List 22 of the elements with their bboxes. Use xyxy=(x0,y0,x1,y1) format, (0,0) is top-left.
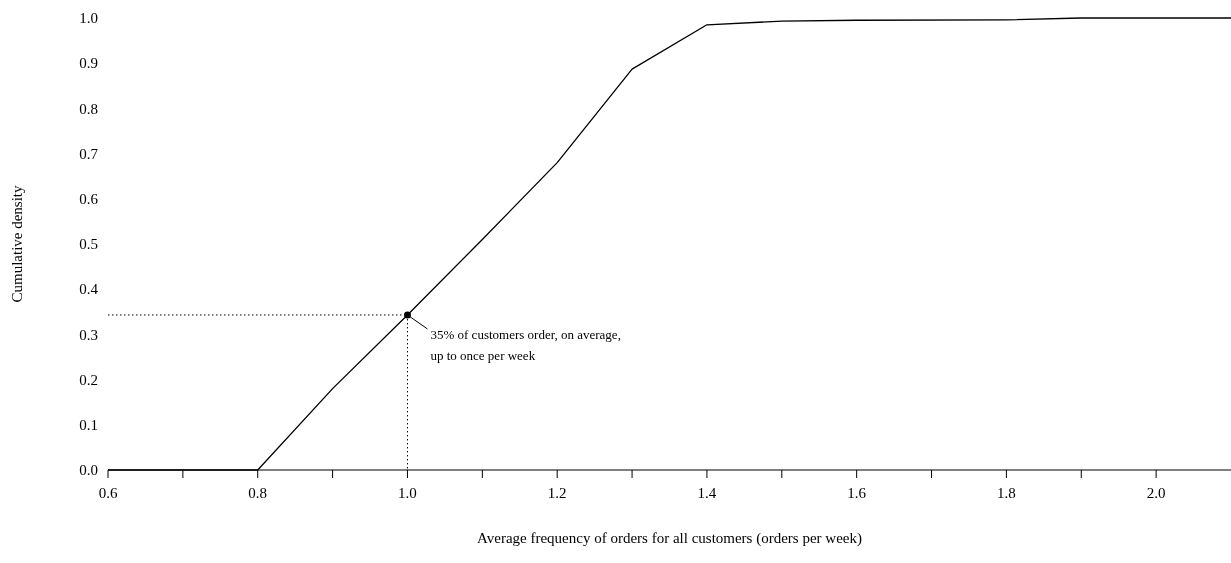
y-tick-label: 0.1 xyxy=(79,417,98,434)
y-tick-label: 1.0 xyxy=(79,10,98,27)
x-tick-label: 1.4 xyxy=(697,485,717,501)
y-tick-label: 0.6 xyxy=(79,191,99,208)
x-tick-label: 1.8 xyxy=(997,485,1016,501)
y-tick-label: 0.9 xyxy=(79,55,98,72)
x-tick-label: 1.2 xyxy=(547,485,567,501)
y-tick-label: 0.3 xyxy=(79,326,98,343)
y-tick-label: 0.8 xyxy=(79,100,98,117)
y-tick-label: 0.5 xyxy=(79,236,98,253)
y-tick-label: 0.7 xyxy=(79,145,99,162)
x-tick-label: 1.0 xyxy=(398,485,417,501)
x-tick-label: 1.6 xyxy=(847,485,867,501)
y-tick-label: 0.2 xyxy=(79,371,98,388)
x-axis-title: Average frequency of orders for all customers (orders per week) xyxy=(477,530,862,547)
annotation: 35% of customers order, on average, up to once per week xyxy=(430,326,621,363)
y-axis-title: Cumulative density xyxy=(9,184,25,303)
y-tick-label: 0.4 xyxy=(79,281,99,298)
y-tick-label: 0.0 xyxy=(79,462,98,479)
x-tick-label: 0.6 xyxy=(98,485,118,501)
x-tick-label: 2.0 xyxy=(1146,485,1166,501)
x-tick-label: 0.8 xyxy=(248,485,268,501)
